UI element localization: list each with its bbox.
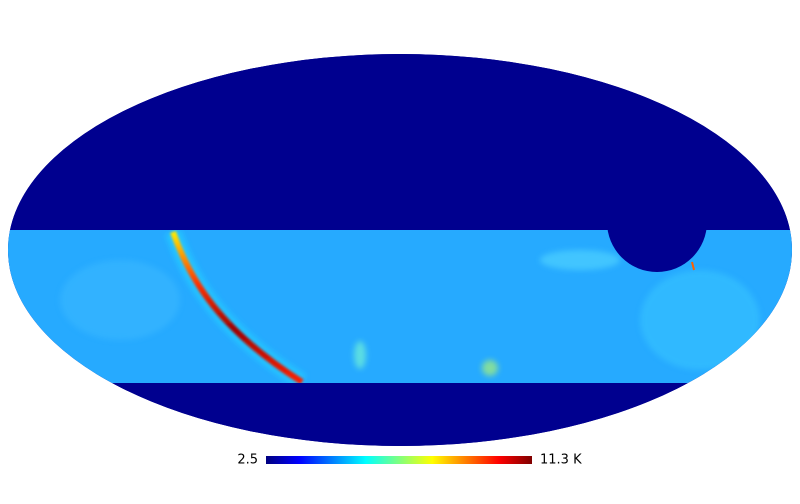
diffuse-emission [60,250,760,376]
colorbar-scale: 2.5 11.3 K [237,453,582,468]
colorbar-label: 11.3 K [540,453,582,468]
galactic-plane-arc [170,230,304,385]
colorbar-label: 2.5 [237,453,258,468]
colorbar [266,456,532,464]
